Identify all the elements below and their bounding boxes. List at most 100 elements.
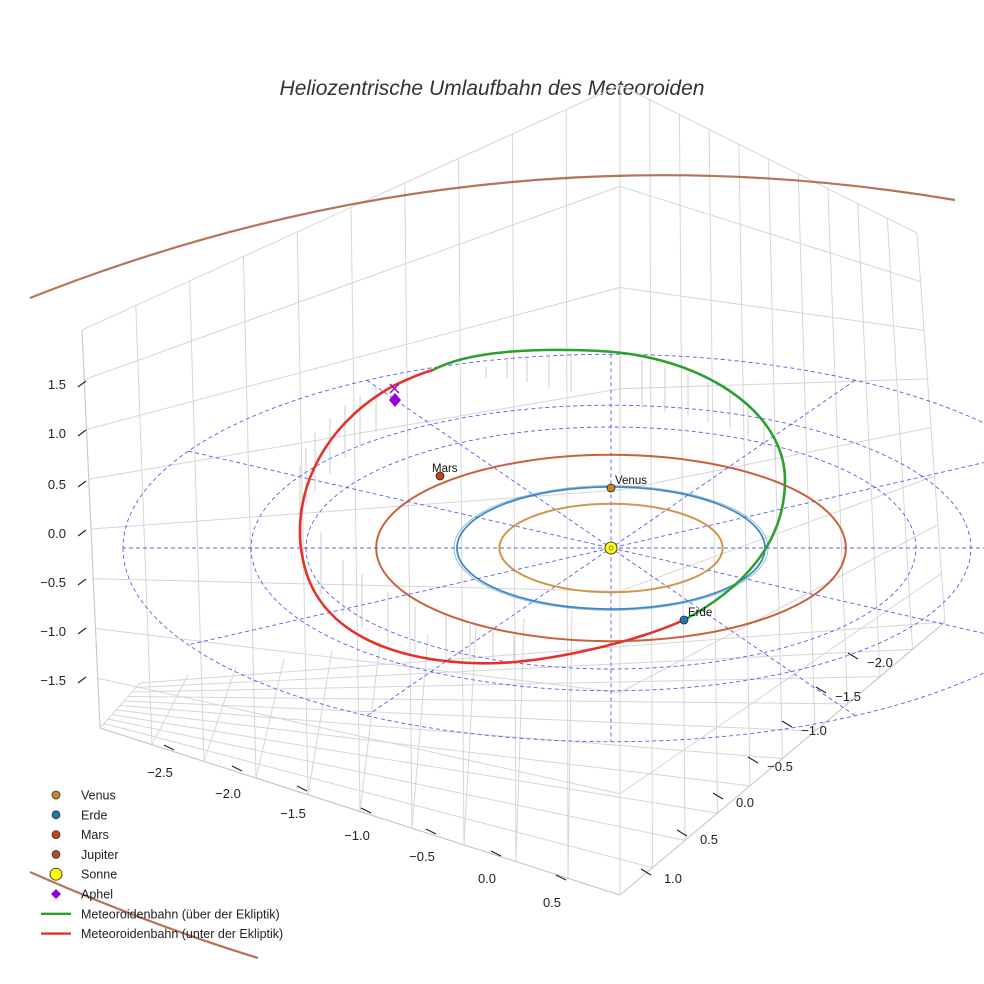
z-tick-mark xyxy=(77,676,87,684)
y-tick-label: 0.5 xyxy=(700,832,718,847)
marker-sonne xyxy=(604,541,618,555)
z-tick-mark xyxy=(77,429,87,437)
z-tick-label: 0.0 xyxy=(48,526,66,541)
z-tick-mark xyxy=(77,480,87,488)
x-tick-label: −2.5 xyxy=(147,765,173,780)
grid-line xyxy=(619,572,942,795)
y-tick-mark xyxy=(847,652,859,660)
y-tick-label: −2.0 xyxy=(867,655,893,670)
legend-label: Meteoroidenbahn (unter der Ekliptik) xyxy=(81,927,283,941)
y-axis-line xyxy=(619,621,946,896)
marker-venus xyxy=(606,483,616,493)
planet-orbits xyxy=(29,174,956,960)
y-tick-label: −1.0 xyxy=(801,723,827,738)
legend-marker-sun xyxy=(49,867,63,881)
grid-line xyxy=(139,621,946,684)
y-tick-label: 1.0 xyxy=(664,871,682,886)
grid-line xyxy=(97,677,621,795)
z-axis-line xyxy=(81,329,101,729)
grid-line xyxy=(111,714,718,814)
y-tick-mark xyxy=(676,829,688,837)
axis-ticks: −2.5 −2.0 −1.5 −1.0 −0.5 0.0 0.5 −2.0 −1.5 −1.0 −0… xyxy=(40,377,893,910)
x-tick-label: −1.5 xyxy=(280,806,306,821)
x-tick-label: −2.0 xyxy=(215,786,241,801)
grid-line xyxy=(115,709,751,787)
z-tick-label: −1.5 xyxy=(40,673,66,688)
body-markers: Venus Erde Mars xyxy=(389,383,712,625)
x-tick-mark xyxy=(555,874,567,881)
legend-label: Mars xyxy=(81,828,109,842)
chart-title: Heliozentrische Umlaufbahn des Meteoroid… xyxy=(280,77,705,100)
x-tick-mark xyxy=(490,850,502,857)
grid-line xyxy=(127,696,848,705)
x-tick-mark xyxy=(360,807,372,814)
grid-line xyxy=(411,634,429,829)
grid-line xyxy=(619,427,932,491)
grid-line xyxy=(619,185,921,283)
grid-line xyxy=(123,700,816,732)
grid-line xyxy=(107,718,686,841)
grid-line xyxy=(619,287,925,331)
x-tick-mark xyxy=(425,828,437,835)
legend: Venus Erde Mars Jupiter Sonne Aphel Meteoroide… xyxy=(41,789,283,941)
grid-line xyxy=(86,287,621,430)
marker-erde xyxy=(679,615,689,625)
y-tick-mark xyxy=(640,868,652,876)
z-tick-mark xyxy=(77,380,87,388)
grid-line xyxy=(619,84,918,234)
grid-line xyxy=(619,524,939,693)
legend-label: Sonne xyxy=(81,868,117,882)
meteoroid-drop-lines xyxy=(299,353,776,663)
y-tick-mark xyxy=(781,720,793,728)
grid-line xyxy=(95,628,621,693)
x-tick-mark xyxy=(231,765,243,772)
z-tick-label: 0.5 xyxy=(48,477,66,492)
z-tick-mark xyxy=(77,529,87,537)
orbit-jupiter-upper xyxy=(29,174,956,300)
grid-line xyxy=(619,475,935,592)
grid-line xyxy=(359,642,381,812)
y-tick-mark xyxy=(815,686,827,694)
legend-label: Venus xyxy=(81,789,116,803)
y-tick-label: −1.5 xyxy=(835,689,861,704)
legend-label: Meteoroidenbahn (über der Ekliptik) xyxy=(81,907,280,921)
z-tick-label: −0.5 xyxy=(40,575,66,590)
x-tick-label: 0.0 xyxy=(478,871,496,886)
orbit-venus xyxy=(498,502,724,594)
marker-mars xyxy=(435,471,445,481)
ecliptic-reference-ray xyxy=(188,450,984,634)
x-tick-label: 0.5 xyxy=(543,895,561,910)
z-tick-label: 1.0 xyxy=(48,426,66,441)
grid-line xyxy=(135,648,913,688)
z-tick-label: −1.0 xyxy=(40,624,66,639)
grid-line xyxy=(515,618,525,862)
x-axis-line xyxy=(99,727,621,896)
legend-marker-circle xyxy=(51,850,61,859)
marker-aphel-projection xyxy=(389,383,400,394)
grid-line xyxy=(81,84,621,331)
orbit-jupiter-lower xyxy=(29,870,259,960)
legend-label: Jupiter xyxy=(81,848,119,862)
legend-marker-circle xyxy=(51,810,61,820)
z-tick-mark xyxy=(77,578,87,586)
y-tick-label: 0.0 xyxy=(736,795,754,810)
grid-line xyxy=(88,388,621,480)
x-tick-label: −1.0 xyxy=(344,828,370,843)
ecliptic-reference-circle xyxy=(122,353,984,743)
orbit-erde-outer xyxy=(453,485,769,611)
legend-marker-diamond xyxy=(51,889,61,899)
legend-label: Aphel xyxy=(81,888,113,902)
y-tick-label: −0.5 xyxy=(767,759,793,774)
grid-line xyxy=(90,489,621,530)
grid-line xyxy=(307,650,333,795)
grid-line xyxy=(84,185,621,381)
z-tick-label: 1.5 xyxy=(48,377,66,392)
grid-line xyxy=(119,705,783,759)
y-tick-mark xyxy=(712,792,724,800)
marker-sonne-core xyxy=(608,545,614,551)
orbit-mars xyxy=(375,453,847,643)
grid-line xyxy=(93,578,621,592)
legend-label: Erde xyxy=(81,808,107,822)
legend-marker-circle xyxy=(51,830,61,839)
label-erde: Erde xyxy=(688,607,712,619)
